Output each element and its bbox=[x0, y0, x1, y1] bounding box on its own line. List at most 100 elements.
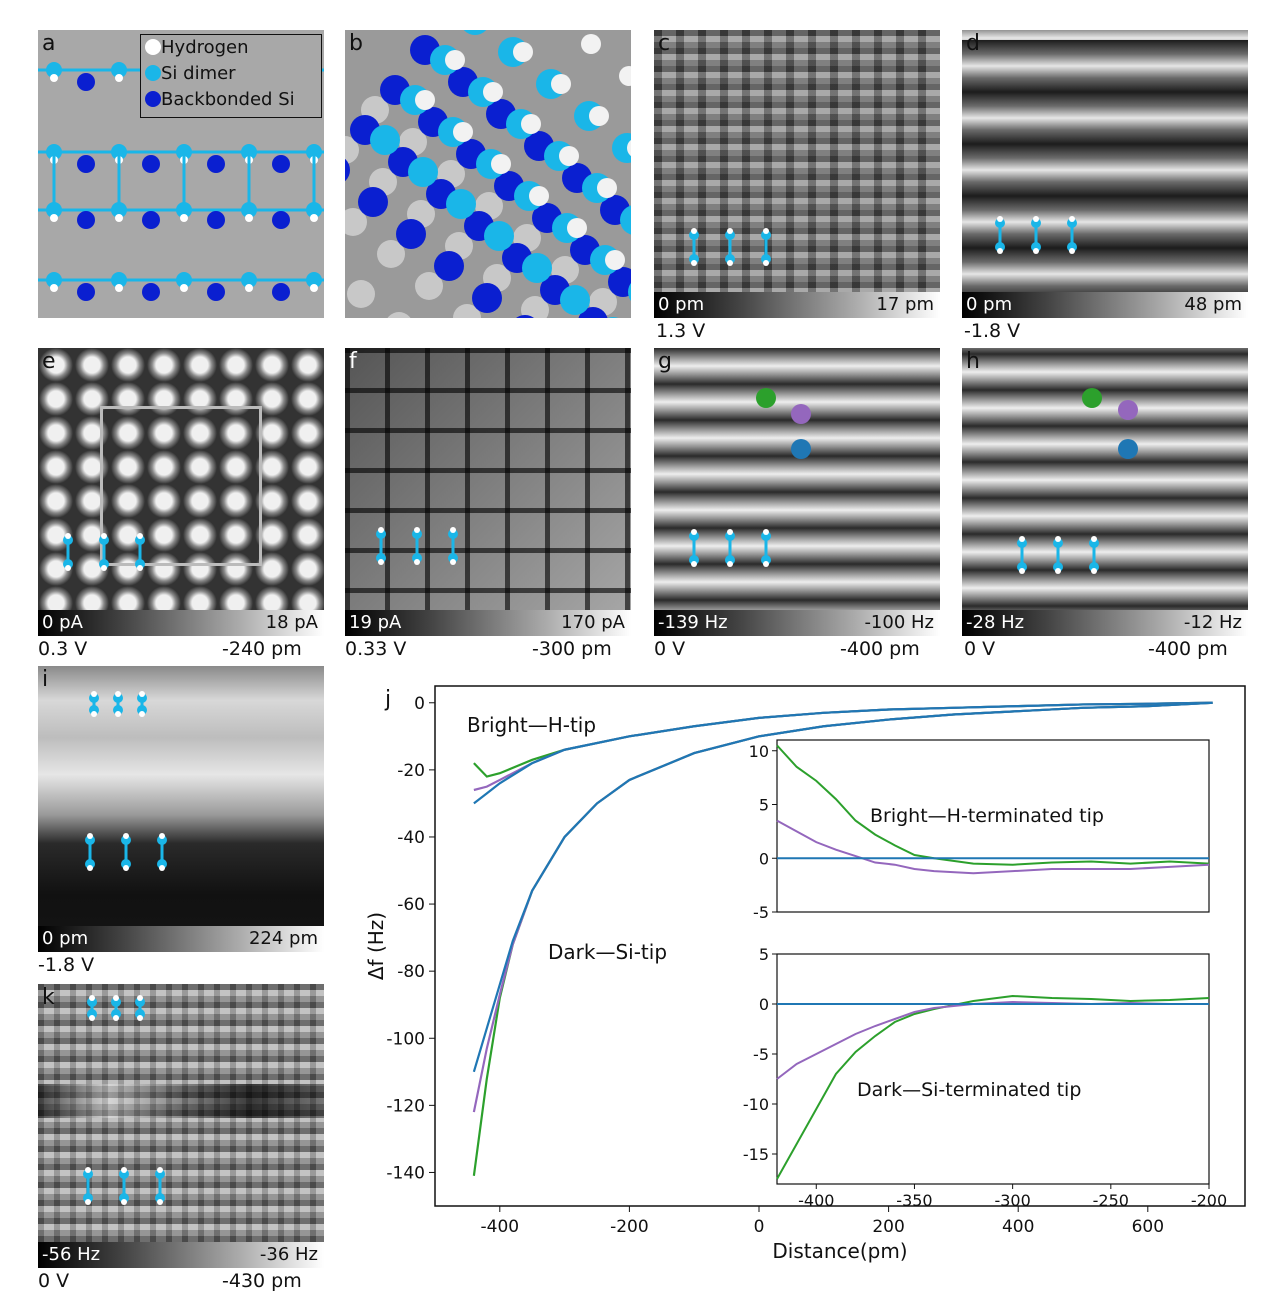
force-spectroscopy-chart: -400 -200 0 200 400 6000-20-40-60-80-100-120-… bbox=[364, 685, 1246, 1263]
dimer-overlay bbox=[63, 533, 145, 571]
color-scale-bar: -56 Hz -36 Hz bbox=[38, 1242, 324, 1268]
legend-item-backbonded-si: Backbonded Si bbox=[145, 89, 295, 110]
y-tick-label: -120 bbox=[386, 1096, 425, 1116]
backbonded-si-atom bbox=[516, 315, 534, 318]
h-atom bbox=[1069, 216, 1075, 222]
bias-voltage: 0.3 V bbox=[38, 638, 88, 660]
marker-purple bbox=[1118, 400, 1138, 420]
h-atom bbox=[1019, 536, 1025, 542]
panel-label: f bbox=[349, 349, 357, 374]
h-atom bbox=[139, 691, 145, 697]
si-dimer-atom bbox=[111, 202, 127, 218]
tip-height: -300 pm bbox=[532, 638, 612, 660]
inset-x-tick-label: -350 bbox=[896, 1191, 932, 1210]
panel-k: k -56 Hz -36 Hz bbox=[38, 984, 324, 1268]
dimer-glyph bbox=[376, 527, 386, 565]
h-atom bbox=[1055, 568, 1061, 574]
h-atom bbox=[139, 711, 145, 717]
hydrogen-atom bbox=[453, 122, 473, 142]
bulk-si-atom bbox=[377, 240, 405, 268]
h-atom bbox=[691, 529, 697, 535]
dimer-overlay bbox=[83, 995, 165, 1205]
hydrogen-atom bbox=[521, 114, 541, 134]
panel-label: h bbox=[966, 349, 980, 374]
hydrogen-atom bbox=[415, 90, 435, 110]
inset-y-tick-label: 5 bbox=[759, 945, 769, 964]
dimer-glyph bbox=[448, 527, 458, 565]
h-atom bbox=[87, 833, 93, 839]
backbonded-si-atom bbox=[358, 187, 388, 217]
marker-blue bbox=[791, 439, 811, 459]
h-atom bbox=[89, 995, 95, 1001]
bias-voltage: 0.33 V bbox=[345, 638, 407, 660]
x-tick-label: 400 bbox=[1002, 1217, 1034, 1237]
inset-x-tick-label: -300 bbox=[994, 1191, 1030, 1210]
legend-swatch bbox=[145, 39, 161, 55]
color-scale-bar: -139 Hz -100 Hz bbox=[654, 610, 940, 636]
h-atom bbox=[101, 565, 107, 571]
si-dimer-atom bbox=[628, 283, 631, 301]
h-atom bbox=[691, 561, 697, 567]
h-atom bbox=[91, 691, 97, 697]
bias-voltage: -1.8 V bbox=[964, 320, 1021, 342]
color-scale-bar: 0 pA 18 pA bbox=[38, 610, 324, 636]
panel-label: a bbox=[42, 31, 56, 56]
zoom-region-box bbox=[100, 406, 262, 566]
scale-min: 0 pm bbox=[966, 294, 1013, 315]
marker-green bbox=[1082, 388, 1102, 408]
site-markers bbox=[689, 388, 811, 567]
dimer-glyph bbox=[995, 216, 1005, 254]
scale-max: -12 Hz bbox=[1183, 612, 1242, 633]
legend-label: Si dimer bbox=[161, 63, 236, 84]
h-atom bbox=[159, 865, 165, 871]
inset-y-tick-label: -5 bbox=[753, 903, 769, 922]
hydrogen-atom bbox=[115, 284, 123, 292]
hydrogen-atom bbox=[445, 50, 465, 70]
legend-label: Hydrogen bbox=[161, 37, 249, 58]
dimer-glyph bbox=[157, 833, 167, 871]
si-dimer-atom bbox=[370, 125, 400, 155]
legend-item-si-dimer: Si dimer bbox=[145, 63, 236, 84]
scale-min: 19 pA bbox=[349, 612, 402, 633]
x-tick-label: 200 bbox=[872, 1217, 904, 1237]
scale-min: 0 pA bbox=[42, 612, 83, 633]
si-dimer-atom bbox=[612, 133, 631, 163]
inset-top-frame bbox=[776, 739, 1210, 913]
panel-label: i bbox=[42, 667, 49, 692]
panel-b: b bbox=[345, 30, 631, 318]
panel-label: d bbox=[966, 31, 980, 56]
bulk-si-atom bbox=[521, 296, 549, 318]
scale-max: -100 Hz bbox=[864, 612, 934, 633]
h-atom bbox=[113, 1015, 119, 1021]
h-atom bbox=[85, 1199, 91, 1205]
marker-blue bbox=[1118, 439, 1138, 459]
scale-min: 0 pm bbox=[658, 294, 705, 315]
h-atom bbox=[91, 711, 97, 717]
dimer-glyph bbox=[1031, 216, 1041, 254]
panel-label: e bbox=[42, 349, 56, 374]
panel-j: j -400 -200 0 200 400 600 0 -20 -40 -60 -80 -100 -12… bbox=[345, 666, 1255, 1296]
dimer-overlay bbox=[689, 228, 771, 266]
h-atom bbox=[450, 527, 456, 533]
dimer-glyph bbox=[689, 228, 699, 266]
dimer-glyph bbox=[63, 533, 73, 571]
si-dimer-atom bbox=[176, 202, 192, 218]
backbonded-si-atom bbox=[472, 283, 502, 313]
y-axis-label: Δf (Hz) bbox=[364, 912, 388, 980]
si-dimer-atom bbox=[463, 30, 487, 35]
h-atom bbox=[115, 711, 121, 717]
inset-y-tick-label: 10 bbox=[749, 742, 769, 761]
panel-e: e 0 pA 18 pA bbox=[38, 348, 324, 636]
si-dimer-atom bbox=[46, 62, 62, 78]
dimer-glyph bbox=[725, 529, 735, 567]
dimer-glyph bbox=[761, 529, 771, 567]
h-atom bbox=[450, 559, 456, 565]
dimer-overlay bbox=[85, 691, 167, 871]
si-dimer-atom bbox=[111, 272, 127, 288]
hydrogen-atom bbox=[245, 214, 253, 222]
color-scale-bar: 0 pm 17 pm bbox=[654, 292, 940, 318]
h-atom bbox=[1091, 536, 1097, 542]
bulk-si-atom bbox=[453, 304, 481, 318]
si-dimer-atom bbox=[484, 221, 514, 251]
y-tick-label: -60 bbox=[397, 895, 425, 915]
